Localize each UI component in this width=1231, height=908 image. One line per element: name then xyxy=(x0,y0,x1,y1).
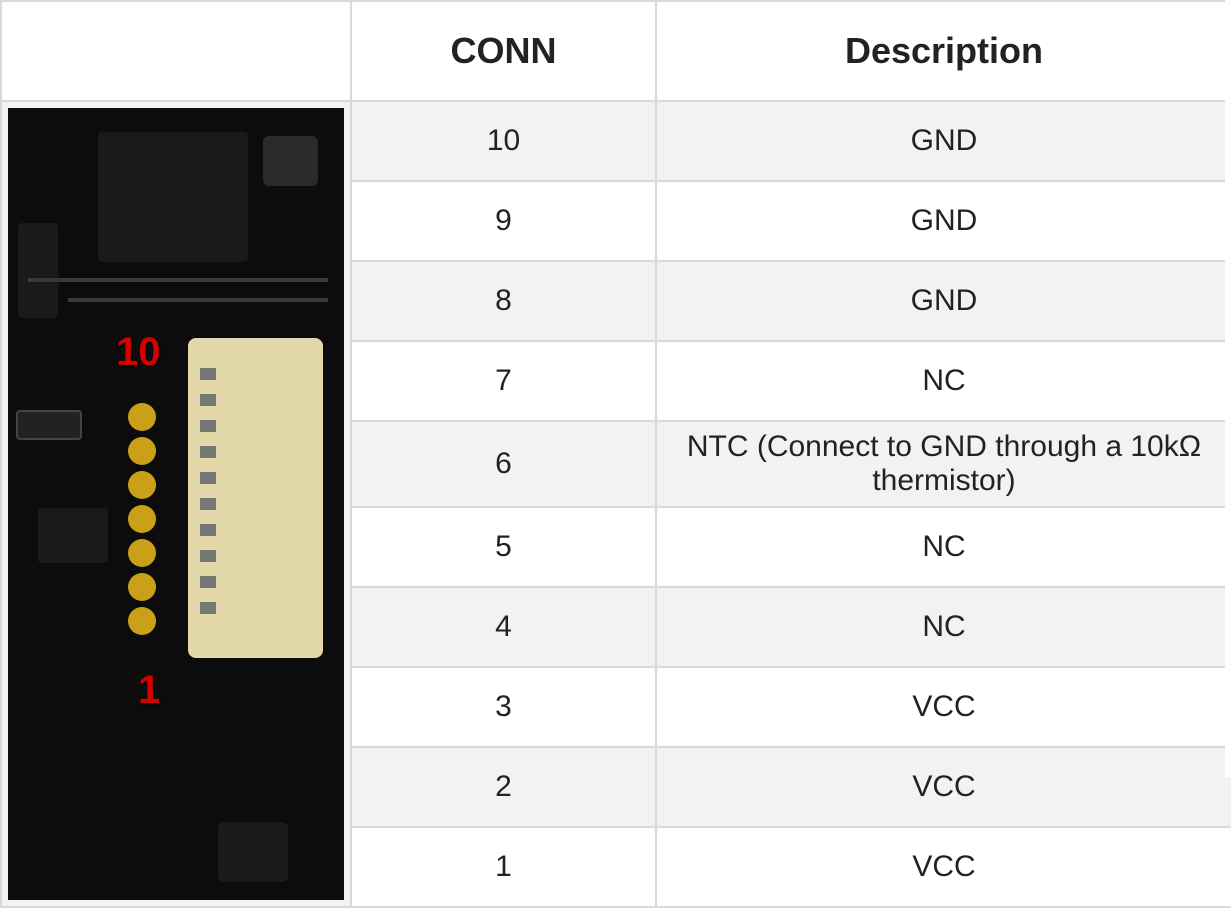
conn-cell: 7 xyxy=(351,341,656,421)
desc-cell: NC xyxy=(656,507,1231,587)
conn-cell: 4 xyxy=(351,587,656,667)
conn-cell: 8 xyxy=(351,261,656,341)
conn-cell: 1 xyxy=(351,827,656,907)
desc-cell: VCC xyxy=(656,667,1231,747)
conn-cell: 10 xyxy=(351,101,656,181)
desc-cell: GND xyxy=(656,101,1231,181)
desc-cell: NC xyxy=(656,587,1231,667)
conn-cell: 9 xyxy=(351,181,656,261)
header-conn: CONN xyxy=(351,1,656,101)
header-image xyxy=(1,1,351,101)
conn-cell: 2 xyxy=(351,747,656,827)
desc-cell: VCC xyxy=(656,747,1231,827)
ffc-connector xyxy=(188,338,323,658)
header-description: Description xyxy=(656,1,1231,101)
desc-cell: GND xyxy=(656,261,1231,341)
conn-cell: 3 xyxy=(351,667,656,747)
table-row: 10 1 10 GND xyxy=(1,101,1231,181)
conn-cell: 5 xyxy=(351,507,656,587)
desc-cell: GND xyxy=(656,181,1231,261)
desc-cell: VCC xyxy=(656,827,1231,907)
desc-cell: NC xyxy=(656,341,1231,421)
pcb-image-cell: 10 1 xyxy=(1,101,351,907)
pcb-illustration: 10 1 xyxy=(8,108,344,900)
desc-cell: NTC (Connect to GND through a 10kΩ therm… xyxy=(656,421,1231,507)
conn-cell: 6 xyxy=(351,421,656,507)
pinout-table: CONN Description 1 xyxy=(0,0,1231,908)
pin-label-10: 10 xyxy=(116,330,161,375)
pin-label-1: 1 xyxy=(138,668,160,713)
